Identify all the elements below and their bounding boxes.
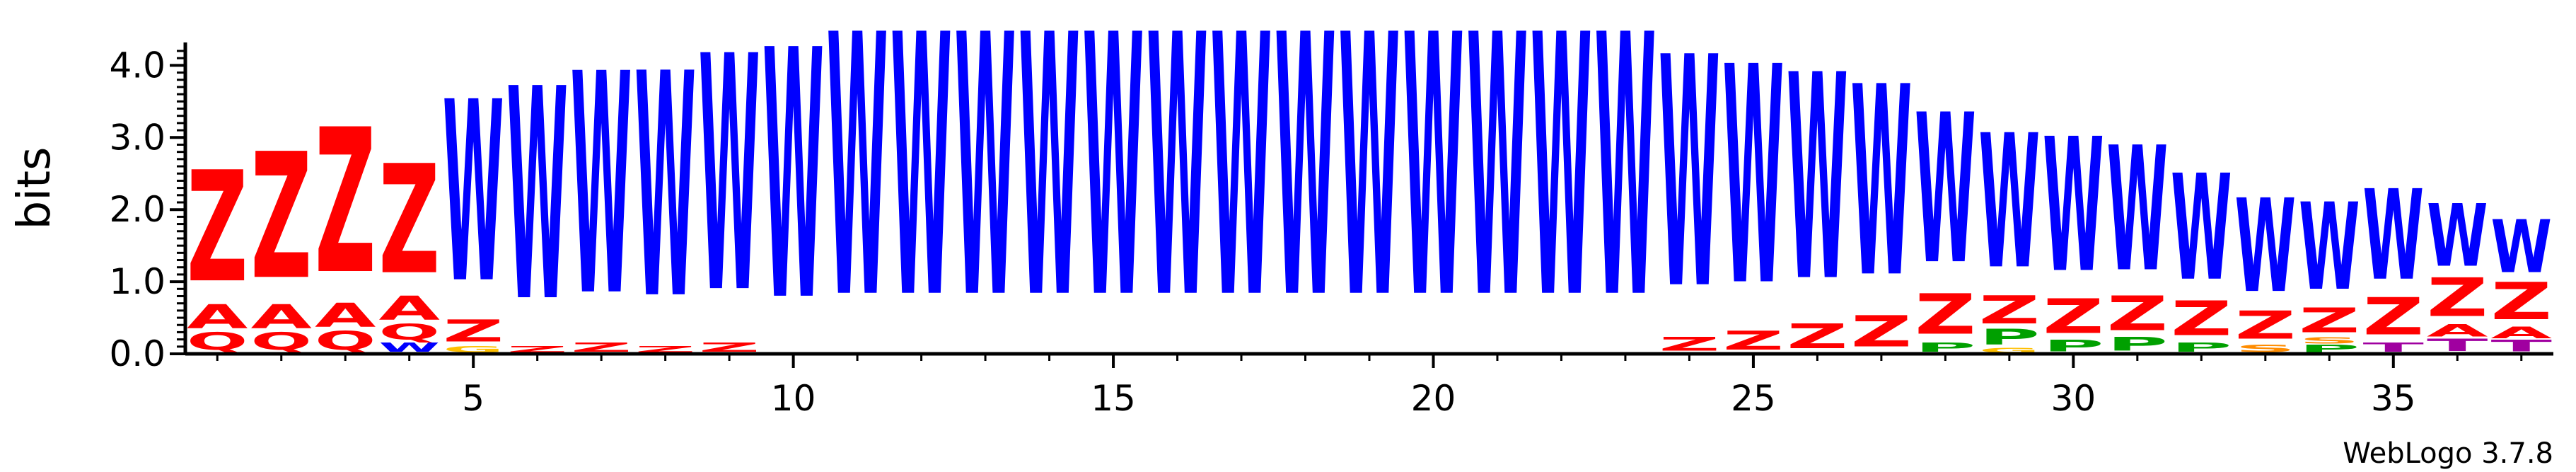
logo-glyph-w: W [1275, 0, 1335, 378]
logo-glyph-z: Z [2299, 301, 2360, 340]
logo-glyph-w: W [1595, 0, 1656, 378]
logo-glyph-w: W [1851, 30, 1912, 335]
logo-glyph-z: Z [2491, 272, 2552, 332]
logo-glyph-z: Z [2427, 267, 2488, 329]
logo-glyph-w: W [571, 9, 632, 364]
logo-glyph-w: W [1019, 0, 1079, 378]
logo-glyph-w: W [1083, 0, 1144, 378]
logo-glyph-w: W [2043, 100, 2104, 314]
logo-glyph-w: W [1147, 0, 1207, 378]
logo-glyph-t: T [2427, 335, 2488, 355]
y-tick-label: 3.0 [109, 117, 166, 158]
logo-glyph-z: Z [634, 345, 695, 355]
logo-glyph-q: Q [315, 326, 376, 356]
logo-glyph-z: Z [2043, 289, 2104, 344]
logo-glyph-w: W [2235, 171, 2296, 321]
y-tick-label: 4.0 [109, 45, 166, 86]
logo-glyph-z: Z [1787, 317, 1847, 357]
logo-glyph-w: W [2427, 187, 2488, 287]
x-tick-label: 25 [1731, 378, 1776, 419]
logo-glyph-w: W [890, 0, 951, 378]
logo-glyph-w: W [1915, 72, 1975, 311]
logo-glyph-z: Z [2171, 291, 2232, 346]
y-tick-label: 2.0 [109, 189, 166, 230]
logo-glyph-w: W [634, 8, 695, 367]
logo-glyph-w: W [1339, 0, 1400, 378]
logo-glyph-w: W [1659, 0, 1719, 359]
logo-glyph-w: W [1467, 0, 1528, 378]
logo-glyph-w: W [1403, 0, 1463, 378]
logo-glyph-z: Z [315, 87, 376, 318]
logo-glyph-w: W [1723, 3, 1784, 352]
logo-glyph-w: W [827, 0, 888, 378]
logo-glyph-a: A [378, 289, 439, 327]
y-axis-title: bits [8, 147, 61, 230]
x-tick-label: 30 [2051, 378, 2096, 419]
logo-glyph-w: W [378, 340, 439, 355]
logo-glyph-p: P [1979, 325, 2040, 350]
x-tick-label: 35 [2371, 378, 2416, 419]
logo-glyph-z: Z [699, 340, 760, 355]
logo-glyph-g: G [1979, 346, 2040, 354]
logo-glyph-z: Z [2363, 287, 2424, 347]
y-tick-label: 1.0 [109, 261, 166, 302]
logo-glyph-z: Z [443, 314, 504, 349]
logo-glyph-w: W [443, 49, 504, 338]
logo-glyph-w: W [2107, 111, 2168, 310]
logo-glyph-z: Z [1723, 326, 1784, 355]
logo-glyph-z: Z [1979, 288, 2040, 333]
logo-glyph-t: T [2491, 337, 2552, 355]
y-tick-label: 0.0 [109, 333, 166, 374]
logo-glyph-g: G [443, 345, 504, 355]
logo-glyph-a: A [315, 297, 376, 335]
logo-glyph-w: W [699, 0, 760, 365]
logo-glyph-w: W [1979, 97, 2040, 311]
logo-glyph-w: W [2363, 164, 2424, 309]
logo-glyph-w: W [2491, 205, 2552, 289]
y-axis-ticks: 0.0 1.0 2.0 3.0 4.0 [109, 45, 185, 374]
logo-glyph-z: Z [1915, 282, 1975, 347]
logo-glyph-w: W [2299, 179, 2360, 318]
logo-glyph-w: W [506, 27, 567, 366]
logo-glyph-p: P [2171, 340, 2232, 355]
logo-glyph-p: P [1915, 340, 1975, 355]
logo-glyph-z: Z [571, 340, 632, 355]
x-tick-label: 20 [1411, 378, 1456, 419]
logo-glyph-z: Z [1851, 307, 1912, 357]
logo-glyph-s: S [2235, 343, 2296, 355]
logo-glyph-a: A [250, 299, 311, 336]
logo-glyph-a: A [187, 299, 248, 336]
logo-glyph-p: P [2043, 337, 2104, 355]
logo-glyph-w: W [2171, 144, 2232, 313]
x-tick-label: 5 [462, 378, 485, 419]
logo-glyph-w: W [1211, 0, 1272, 378]
logo-glyph-t: T [2363, 340, 2425, 355]
logo-glyph-z: Z [1659, 333, 1719, 355]
logo-glyph-w: W [1531, 0, 1591, 378]
logo-glyph-z: Z [187, 139, 248, 317]
weblogo-credit: WebLogo 3.7.8 [2343, 437, 2553, 470]
logo-glyph-z: Z [378, 134, 439, 308]
x-tick-label: 10 [771, 378, 816, 419]
logo-glyph-p: P [2299, 343, 2360, 355]
logo-glyph-s: S [2299, 336, 2360, 346]
logo-glyph-q: Q [250, 328, 311, 355]
logo-glyph-w: W [1787, 15, 1847, 344]
logo-glyph-p: P [2107, 333, 2168, 355]
x-tick-label: 15 [1091, 378, 1136, 419]
logo-glyph-w: W [955, 0, 1016, 378]
logo-glyph-z: Z [250, 117, 311, 318]
logo-glyph-a: A [2491, 324, 2552, 342]
logo-glyph-z: Z [506, 345, 567, 355]
logo-glyph-a: A [2427, 321, 2488, 340]
x-axis-ticks: 5 10 15 20 25 30 35 [216, 354, 2523, 419]
logo-glyph-q: Q [187, 328, 248, 355]
logo-glyph-q: Q [378, 319, 439, 344]
logo-glyph-z: Z [2235, 303, 2296, 347]
logo-glyph-w: W [762, 0, 823, 376]
logo-glyph-z: Z [2107, 286, 2168, 341]
